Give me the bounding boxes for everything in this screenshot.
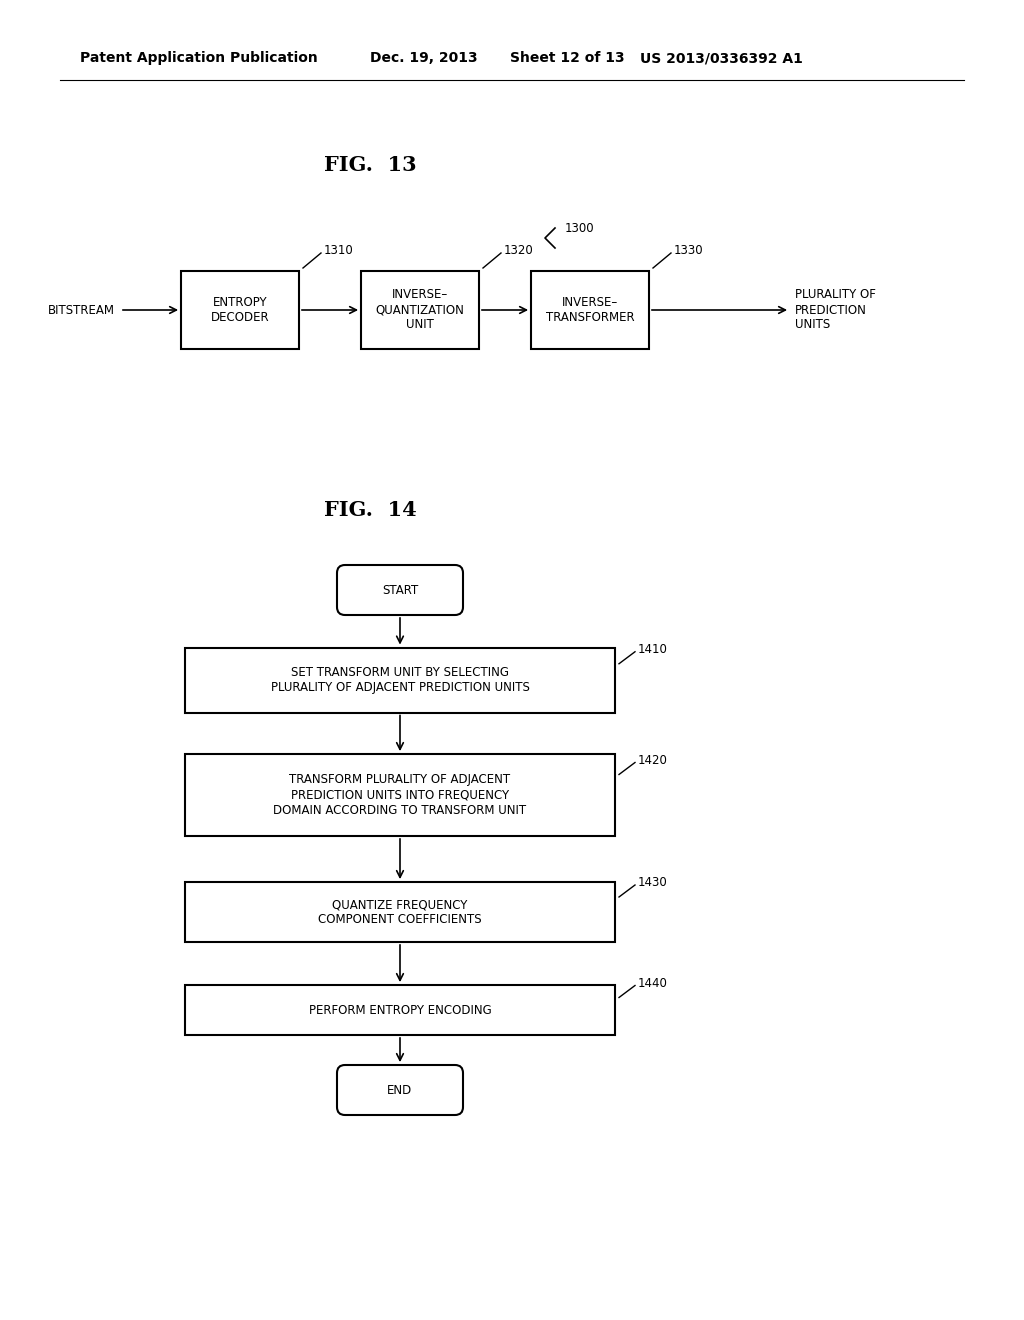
Text: 1430: 1430 (638, 876, 668, 890)
FancyBboxPatch shape (337, 565, 463, 615)
Text: TRANSFORM PLURALITY OF ADJACENT
PREDICTION UNITS INTO FREQUENCY
DOMAIN ACCORDING: TRANSFORM PLURALITY OF ADJACENT PREDICTI… (273, 774, 526, 817)
Text: Dec. 19, 2013: Dec. 19, 2013 (370, 51, 477, 65)
Text: 1330: 1330 (674, 244, 703, 257)
Text: 1310: 1310 (324, 244, 353, 257)
Text: START: START (382, 583, 418, 597)
Text: INVERSE–
QUANTIZATION
UNIT: INVERSE– QUANTIZATION UNIT (376, 289, 465, 331)
Text: Patent Application Publication: Patent Application Publication (80, 51, 317, 65)
Text: 1320: 1320 (504, 244, 534, 257)
Bar (181, 271, 299, 348)
FancyBboxPatch shape (337, 1065, 463, 1115)
Text: PERFORM ENTROPY ENCODING: PERFORM ENTROPY ENCODING (308, 1003, 492, 1016)
Text: QUANTIZE FREQUENCY
COMPONENT COEFFICIENTS: QUANTIZE FREQUENCY COMPONENT COEFFICIENT… (318, 898, 482, 927)
Bar (185, 985, 615, 1035)
Text: FIG.  13: FIG. 13 (324, 154, 417, 176)
Text: BITSTREAM: BITSTREAM (48, 304, 115, 317)
Text: PLURALITY OF
PREDICTION
UNITS: PLURALITY OF PREDICTION UNITS (795, 289, 876, 331)
Text: INVERSE–
TRANSFORMER: INVERSE– TRANSFORMER (546, 296, 634, 323)
Bar (531, 271, 649, 348)
Text: Sheet 12 of 13: Sheet 12 of 13 (510, 51, 625, 65)
Text: US 2013/0336392 A1: US 2013/0336392 A1 (640, 51, 803, 65)
Bar (185, 882, 615, 942)
Text: FIG.  14: FIG. 14 (324, 500, 417, 520)
Text: END: END (387, 1084, 413, 1097)
Bar (185, 754, 615, 836)
Text: 1440: 1440 (638, 977, 668, 990)
Bar (361, 271, 479, 348)
Text: ENTROPY
DECODER: ENTROPY DECODER (211, 296, 269, 323)
Text: 1410: 1410 (638, 643, 668, 656)
Text: SET TRANSFORM UNIT BY SELECTING
PLURALITY OF ADJACENT PREDICTION UNITS: SET TRANSFORM UNIT BY SELECTING PLURALIT… (270, 667, 529, 694)
Bar (185, 648, 615, 713)
Text: 1300: 1300 (565, 222, 595, 235)
Text: 1420: 1420 (638, 754, 668, 767)
